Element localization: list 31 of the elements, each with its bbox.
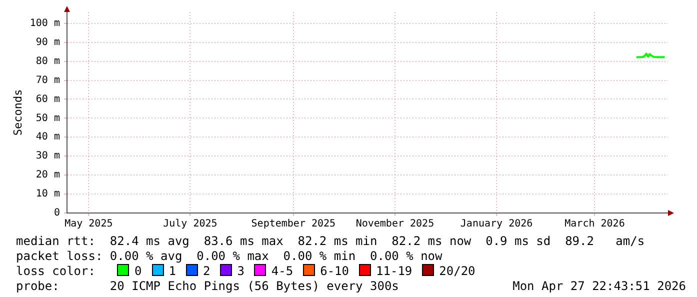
- legend-label: 20/20: [439, 264, 476, 278]
- y-tick-label: 20 m: [36, 170, 60, 181]
- y-tick-label: 30 m: [36, 150, 60, 162]
- legend-label: 0: [134, 264, 142, 278]
- x-tick-label: January 2026: [460, 218, 533, 230]
- legend-title: loss color:: [16, 264, 96, 278]
- x-tick-label: March 2026: [564, 218, 625, 230]
- y-tick-label: 60 m: [36, 94, 60, 105]
- x-tick-label: July 2025: [163, 218, 218, 230]
- legend-label: 6-10: [320, 264, 350, 278]
- y-tick-label: 100 m: [30, 18, 60, 29]
- y-axis-title: Seconds: [11, 89, 24, 136]
- y-tick-label: 50 m: [36, 112, 60, 124]
- x-tick-label: September 2025: [251, 218, 336, 230]
- legend-label: 3: [237, 264, 244, 278]
- y-tick-label: 90 m: [36, 36, 60, 48]
- x-tick-label: May 2025: [64, 218, 113, 230]
- legend-label: 2: [202, 264, 210, 278]
- y-tick-label: 10 m: [36, 188, 60, 200]
- legend-label: 1: [168, 264, 176, 278]
- y-tick-label: 70 m: [36, 74, 60, 86]
- text: packet loss: 0.00 % avg 0.00 % max 0.00 % min 0.00 % now: [16, 249, 444, 264]
- y-tick-label: 40 m: [36, 132, 60, 143]
- legend-label: 4-5: [271, 264, 294, 278]
- text: probe: 20 ICMP Echo Pings (56 Bytes) every 300s: [16, 279, 399, 294]
- text: median rtt: 82.4 ms avg 83.6 ms max 82.2 ms min 82.2 ms now 0.9 ms sd 89.2 am/s: [16, 234, 646, 249]
- y-tick-label: 0: [54, 208, 60, 219]
- x-tick-label: November 2025: [356, 218, 434, 230]
- text: Mon Apr 27 22:43:51 2026: [512, 279, 686, 294]
- y-tick-label: 80 m: [36, 56, 60, 67]
- legend-label: 11-19: [376, 264, 412, 278]
